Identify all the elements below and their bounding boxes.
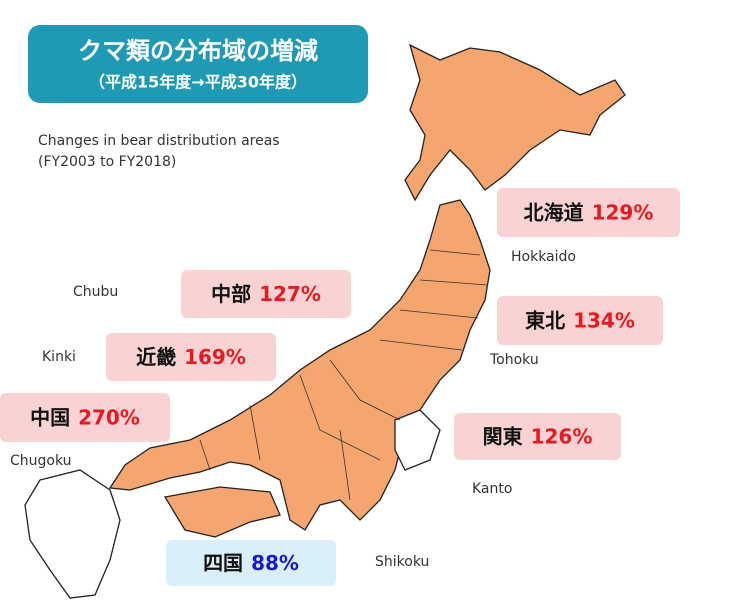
region-name-ja: 中国: [30, 405, 70, 429]
region-name-en: Chubu: [73, 284, 118, 300]
region-change: 134%: [573, 308, 635, 332]
label-box: [166, 540, 336, 586]
region-name-en: Kinki: [42, 349, 76, 365]
region-change: 126%: [531, 424, 593, 448]
region-name-ja: 北海道: [524, 200, 584, 224]
shikoku-shape: [163, 486, 281, 538]
hokkaido-shape: [404, 43, 626, 202]
label-box: [106, 333, 276, 381]
label-box: [181, 270, 351, 318]
region-name-en: Hokkaido: [511, 249, 576, 265]
region-label: 近畿 169%: [136, 345, 246, 369]
region-name-en: Tohoku: [489, 352, 539, 368]
region-change: 129%: [592, 200, 654, 224]
kanto-area: [394, 409, 441, 471]
region-name-en: Shikoku: [375, 554, 429, 570]
caption-line: (FY2003 to FY2018): [38, 154, 176, 170]
kyushu-shape: [24, 469, 121, 599]
region-name-ja: 関東: [483, 424, 523, 448]
region-change: 88%: [251, 551, 299, 575]
region-label: 東北 134%: [525, 308, 635, 332]
subtitle: （平成15年度→平成30年度）: [89, 73, 307, 92]
region-change: 169%: [184, 345, 246, 369]
region-label: 中部 127%: [211, 282, 321, 306]
region-label: 北海道 129%: [524, 200, 654, 224]
region-labels: 北海道 129% Hokkaido 東北 134% Tohoku 関東 126% Kanto 中部…: [0, 188, 680, 586]
label-box: [0, 393, 170, 442]
region-name-ja: 中部: [211, 282, 251, 306]
region-name-en: Chugoku: [10, 453, 72, 469]
region-change: 127%: [259, 282, 321, 306]
title-box: [28, 25, 368, 103]
prefecture-borders: [199, 249, 489, 501]
title: クマ類の分布域の増減: [78, 37, 318, 65]
region-label: 四国 88%: [203, 551, 299, 575]
region-name-ja: 四国: [203, 551, 243, 575]
region-name-ja: 近畿: [136, 345, 176, 369]
label-box: [497, 296, 663, 345]
caption-line: Changes in bear distribution areas: [38, 133, 280, 149]
japan-map: [24, 43, 626, 599]
region-change: 270%: [78, 405, 140, 429]
region-name-ja: 東北: [525, 308, 565, 332]
region-name-en: Kanto: [472, 481, 512, 497]
label-box: [497, 188, 680, 237]
region-label: 中国 270%: [30, 405, 140, 429]
region-label: 関東 126%: [483, 424, 593, 448]
label-box: [454, 413, 621, 460]
